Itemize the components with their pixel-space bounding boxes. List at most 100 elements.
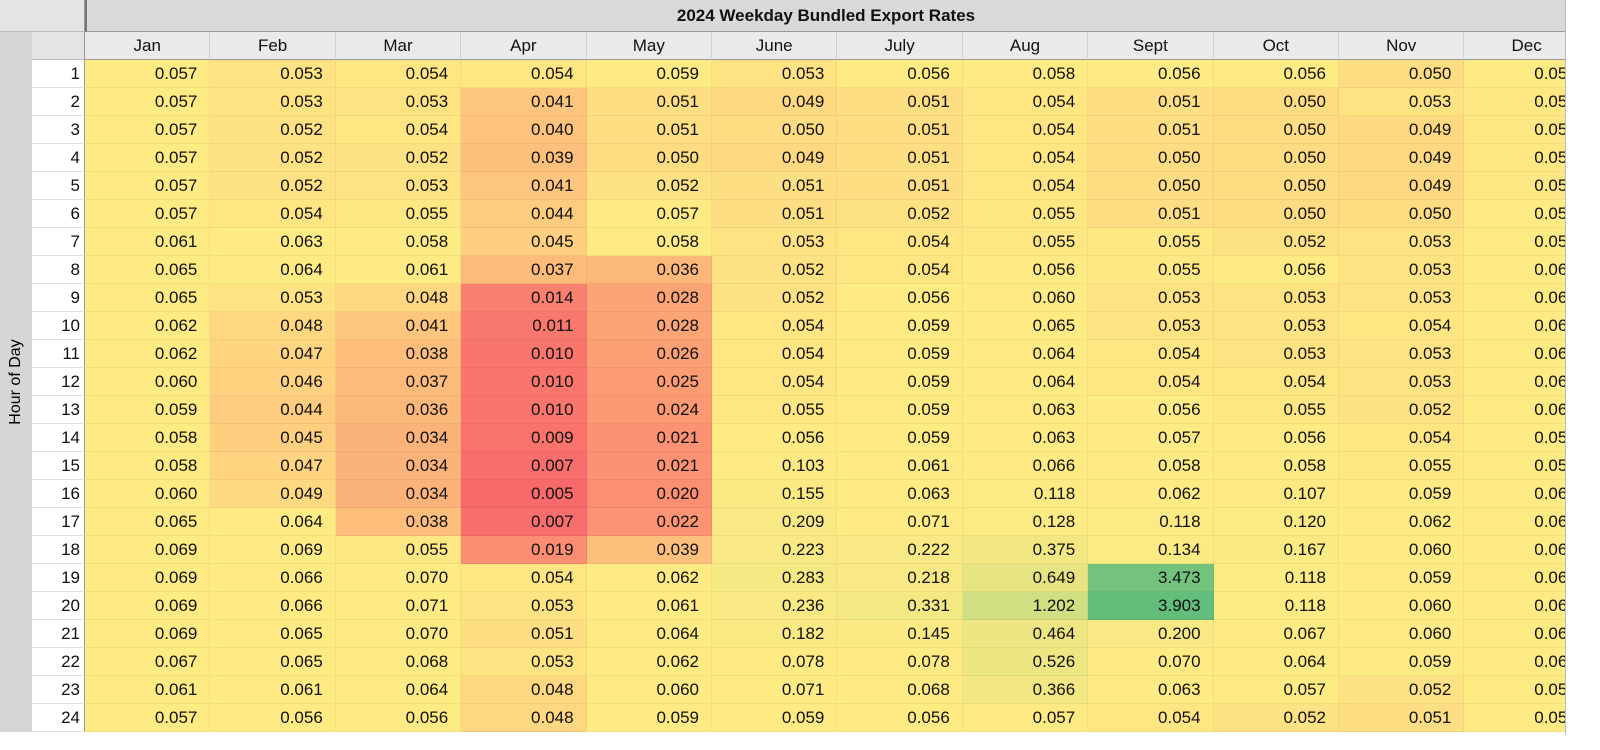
data-cell: 0.052 bbox=[1339, 396, 1465, 424]
data-cell: 0.040 bbox=[461, 116, 587, 144]
row-number: 10 bbox=[32, 312, 85, 340]
data-cell: 0.059 bbox=[1339, 564, 1465, 592]
data-cell: 0.064 bbox=[335, 676, 462, 704]
row-number: 5 bbox=[32, 172, 85, 200]
row-number: 6 bbox=[32, 200, 85, 228]
data-cell: 0.070 bbox=[335, 564, 462, 592]
data-cell: 0.063 bbox=[1464, 508, 1565, 536]
data-cell: 0.061 bbox=[1464, 480, 1565, 508]
data-cell: 0.063 bbox=[962, 396, 1089, 424]
data-cell: 0.009 bbox=[461, 424, 587, 452]
data-cell: 0.062 bbox=[1339, 508, 1465, 536]
row-number: 16 bbox=[32, 480, 85, 508]
data-cell: 0.062 bbox=[1088, 480, 1214, 508]
data-cell: 0.209 bbox=[712, 508, 838, 536]
data-cell: 0.048 bbox=[461, 704, 587, 732]
data-cell: 0.056 bbox=[1464, 200, 1565, 228]
data-cell: 0.236 bbox=[712, 592, 838, 620]
data-cell: 0.134 bbox=[1088, 536, 1214, 564]
data-cell: 0.054 bbox=[962, 172, 1089, 200]
data-cell: 0.103 bbox=[712, 452, 838, 480]
data-cell: 0.068 bbox=[1464, 564, 1565, 592]
data-cell: 0.064 bbox=[210, 256, 336, 284]
data-cell: 0.037 bbox=[461, 256, 587, 284]
data-cell: 0.051 bbox=[461, 620, 587, 648]
data-cell: 0.118 bbox=[1088, 508, 1214, 536]
data-cell: 0.056 bbox=[712, 424, 838, 452]
data-cell: 0.049 bbox=[1339, 144, 1465, 172]
data-cell: 0.060 bbox=[85, 368, 211, 396]
data-cell: 0.052 bbox=[712, 256, 838, 284]
column-header: Sept bbox=[1088, 32, 1214, 60]
data-cell: 0.056 bbox=[1213, 60, 1339, 88]
data-cell: 0.034 bbox=[335, 480, 462, 508]
data-cell: 0.047 bbox=[210, 452, 336, 480]
data-cell: 0.058 bbox=[85, 452, 211, 480]
data-cell: 0.038 bbox=[335, 340, 462, 368]
data-cell: 0.052 bbox=[712, 284, 838, 312]
data-cell: 0.038 bbox=[335, 508, 462, 536]
data-cell: 0.059 bbox=[586, 704, 712, 732]
data-cell: 0.050 bbox=[1088, 144, 1214, 172]
data-cell: 0.061 bbox=[837, 452, 963, 480]
column-header: Jan bbox=[85, 32, 211, 60]
data-cell: 0.044 bbox=[461, 200, 587, 228]
data-cell: 0.058 bbox=[1464, 452, 1565, 480]
row-number: 24 bbox=[32, 704, 85, 732]
data-cell: 0.065 bbox=[210, 648, 336, 676]
column-header: Apr bbox=[461, 32, 587, 60]
data-cell: 0.053 bbox=[1088, 312, 1214, 340]
data-cell: 0.051 bbox=[586, 88, 712, 116]
data-cell: 0.055 bbox=[1339, 452, 1465, 480]
row-number: 12 bbox=[32, 368, 85, 396]
data-cell: 0.052 bbox=[335, 144, 462, 172]
data-cell: 0.118 bbox=[1213, 564, 1339, 592]
data-cell: 0.051 bbox=[837, 116, 963, 144]
data-cell: 0.046 bbox=[210, 368, 336, 396]
data-cell: 0.050 bbox=[1213, 200, 1339, 228]
data-cell: 0.053 bbox=[335, 172, 462, 200]
table-title: 2024 Weekday Bundled Export Rates bbox=[85, 0, 1565, 32]
data-cell: 0.052 bbox=[210, 172, 336, 200]
data-cell: 0.060 bbox=[85, 480, 211, 508]
data-cell: 0.052 bbox=[586, 172, 712, 200]
data-cell: 0.059 bbox=[837, 424, 963, 452]
data-cell: 0.054 bbox=[461, 564, 587, 592]
data-cell: 0.058 bbox=[962, 60, 1089, 88]
column-header: Oct bbox=[1213, 32, 1339, 60]
data-cell: 0.059 bbox=[837, 340, 963, 368]
row-number: 17 bbox=[32, 508, 85, 536]
data-cell: 1.202 bbox=[962, 592, 1089, 620]
data-cell: 0.053 bbox=[461, 592, 587, 620]
data-cell: 0.060 bbox=[586, 676, 712, 704]
data-cell: 0.065 bbox=[210, 620, 336, 648]
data-cell: 0.058 bbox=[1464, 676, 1565, 704]
data-cell: 0.054 bbox=[1213, 368, 1339, 396]
data-cell: 0.053 bbox=[1213, 340, 1339, 368]
data-cell: 0.051 bbox=[837, 172, 963, 200]
data-cell: 0.063 bbox=[962, 424, 1089, 452]
data-cell: 0.058 bbox=[1213, 452, 1339, 480]
data-cell: 0.055 bbox=[962, 228, 1089, 256]
data-cell: 0.059 bbox=[1339, 480, 1465, 508]
data-cell: 0.055 bbox=[962, 200, 1089, 228]
data-cell: 0.065 bbox=[85, 256, 211, 284]
data-cell: 0.057 bbox=[85, 116, 211, 144]
data-cell: 0.052 bbox=[1213, 228, 1339, 256]
data-cell: 0.039 bbox=[461, 144, 587, 172]
data-cell: 0.062 bbox=[586, 564, 712, 592]
data-cell: 0.052 bbox=[210, 116, 336, 144]
column-header: Dec bbox=[1464, 32, 1565, 60]
data-cell: 0.063 bbox=[1464, 284, 1565, 312]
data-cell: 0.056 bbox=[1213, 424, 1339, 452]
data-cell: 0.022 bbox=[586, 508, 712, 536]
data-cell: 0.064 bbox=[210, 508, 336, 536]
data-cell: 0.060 bbox=[1339, 620, 1465, 648]
data-cell: 0.057 bbox=[85, 144, 211, 172]
data-cell: 0.058 bbox=[1088, 452, 1214, 480]
data-cell: 0.051 bbox=[837, 144, 963, 172]
data-cell: 0.058 bbox=[85, 424, 211, 452]
data-cell: 0.057 bbox=[85, 60, 211, 88]
data-cell: 0.034 bbox=[335, 452, 462, 480]
data-cell: 0.045 bbox=[210, 424, 336, 452]
